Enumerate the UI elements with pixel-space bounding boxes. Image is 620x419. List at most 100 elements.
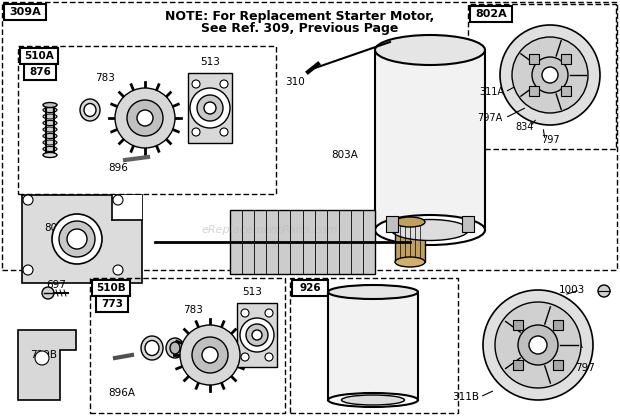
Circle shape (137, 110, 153, 126)
Bar (462, 215, 474, 232)
Text: 896A: 896A (108, 388, 136, 398)
Circle shape (240, 318, 274, 352)
Text: 311B: 311B (453, 392, 479, 402)
Ellipse shape (43, 147, 57, 152)
Text: 797: 797 (575, 363, 595, 373)
Circle shape (127, 100, 163, 136)
Bar (560, 54, 570, 65)
Bar (513, 320, 523, 330)
Circle shape (220, 80, 228, 88)
Circle shape (241, 309, 249, 317)
Ellipse shape (43, 103, 57, 108)
Bar (529, 54, 539, 65)
Circle shape (23, 265, 33, 275)
Circle shape (532, 57, 568, 93)
Ellipse shape (43, 127, 57, 132)
Circle shape (67, 229, 87, 249)
Bar (468, 4, 616, 149)
Circle shape (42, 287, 54, 299)
Bar (4, 4, 46, 20)
Ellipse shape (328, 393, 418, 407)
Text: 729B: 729B (30, 350, 58, 360)
Circle shape (529, 336, 547, 354)
Text: 773: 773 (101, 299, 123, 309)
Text: 802A: 802A (475, 9, 507, 19)
Ellipse shape (391, 220, 469, 241)
Ellipse shape (395, 217, 425, 227)
Circle shape (598, 285, 610, 297)
Bar (237, 303, 277, 367)
Bar (375, 50, 485, 230)
Ellipse shape (375, 215, 485, 245)
Text: 309A: 309A (9, 7, 41, 17)
Text: 1003: 1003 (559, 285, 585, 295)
Bar (470, 6, 512, 22)
Circle shape (500, 25, 600, 125)
Text: 926: 926 (299, 283, 321, 293)
Text: NOTE: For Replacement Starter Motor,: NOTE: For Replacement Starter Motor, (166, 10, 435, 23)
Bar (292, 280, 328, 296)
Circle shape (495, 302, 581, 388)
Ellipse shape (141, 336, 163, 360)
Circle shape (190, 88, 230, 128)
Bar (24, 64, 56, 80)
Bar (92, 280, 130, 296)
Bar (328, 292, 418, 400)
Circle shape (192, 128, 200, 136)
Circle shape (180, 325, 240, 385)
Bar (96, 296, 128, 312)
Bar (188, 73, 232, 143)
Text: 801A: 801A (45, 223, 71, 233)
Ellipse shape (43, 134, 57, 139)
Circle shape (252, 330, 262, 340)
Text: 513: 513 (200, 57, 220, 67)
Text: eReplacementParts.com: eReplacementParts.com (202, 225, 338, 235)
Ellipse shape (43, 121, 57, 126)
Text: 783: 783 (95, 73, 115, 83)
Bar (553, 360, 563, 370)
Circle shape (483, 290, 593, 400)
Ellipse shape (84, 103, 96, 116)
Bar (553, 320, 563, 330)
Ellipse shape (43, 153, 57, 158)
Text: 797A: 797A (477, 113, 503, 123)
Bar (560, 85, 570, 96)
Circle shape (113, 195, 123, 205)
Bar (513, 360, 523, 370)
Circle shape (241, 353, 249, 361)
Text: See Ref. 309, Previous Page: See Ref. 309, Previous Page (202, 23, 399, 36)
Circle shape (204, 102, 216, 114)
Text: 513: 513 (242, 287, 262, 297)
Text: 803A: 803A (332, 150, 358, 160)
Circle shape (59, 221, 95, 257)
Text: 896: 896 (108, 163, 128, 173)
Text: 797A: 797A (557, 340, 583, 350)
Bar (20, 48, 58, 64)
Ellipse shape (166, 338, 184, 358)
Ellipse shape (328, 285, 418, 299)
Bar (529, 85, 539, 96)
Polygon shape (18, 330, 76, 400)
Circle shape (512, 37, 588, 113)
Circle shape (35, 351, 49, 365)
Circle shape (246, 324, 268, 346)
Circle shape (113, 265, 123, 275)
Bar (395, 222, 425, 262)
Text: 697: 697 (46, 280, 66, 290)
Text: 310: 310 (285, 77, 305, 87)
Bar (112, 195, 142, 220)
Circle shape (220, 128, 228, 136)
Ellipse shape (43, 114, 57, 119)
Ellipse shape (43, 108, 57, 112)
Ellipse shape (170, 342, 180, 354)
Circle shape (115, 88, 175, 148)
Ellipse shape (145, 341, 159, 355)
Ellipse shape (80, 99, 100, 121)
Bar (230, 210, 375, 274)
Bar (386, 215, 398, 232)
Circle shape (265, 309, 273, 317)
Circle shape (202, 347, 218, 363)
Bar (18, 46, 276, 194)
Circle shape (52, 214, 102, 264)
Bar (22, 195, 142, 283)
